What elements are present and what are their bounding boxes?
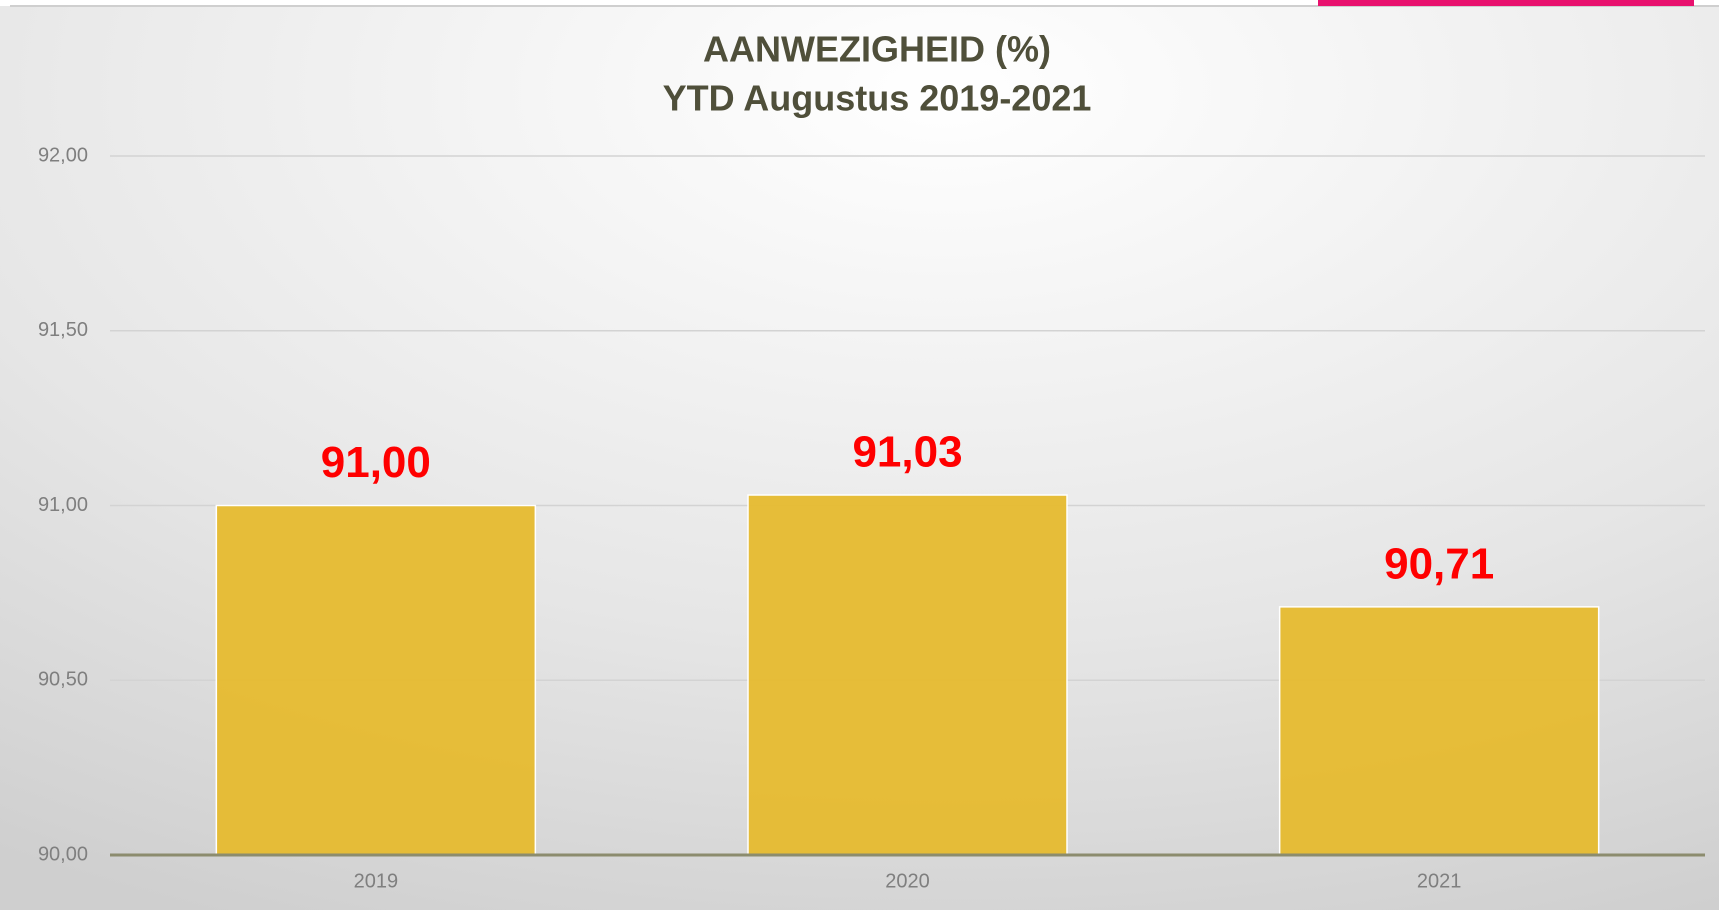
chart-title: AANWEZIGHEID (%) <box>703 29 1051 70</box>
bar <box>215 504 537 856</box>
y-tick-label: 90,00 <box>38 843 88 865</box>
chart-subtitle: YTD Augustus 2019-2021 <box>663 78 1092 119</box>
top-strip <box>0 0 1719 6</box>
x-tick-label: 2020 <box>885 870 930 892</box>
accent-bar <box>1318 0 1694 6</box>
y-tick-label: 91,00 <box>38 494 88 516</box>
data-label: 91,03 <box>852 428 962 477</box>
bar <box>1278 606 1600 856</box>
marks: 2019 91,00 2020 91,03 2021 90,71 <box>110 428 1705 892</box>
data-label: 91,00 <box>321 438 431 487</box>
data-label: 90,71 <box>1384 539 1494 588</box>
y-tick-label: 90,50 <box>38 669 88 691</box>
x-tick-label: 2019 <box>354 870 399 892</box>
x-tick-label: 2021 <box>1417 870 1462 892</box>
y-tick-label: 91,50 <box>38 319 88 341</box>
y-tick-label: 92,00 <box>38 144 88 166</box>
bar <box>747 494 1068 856</box>
